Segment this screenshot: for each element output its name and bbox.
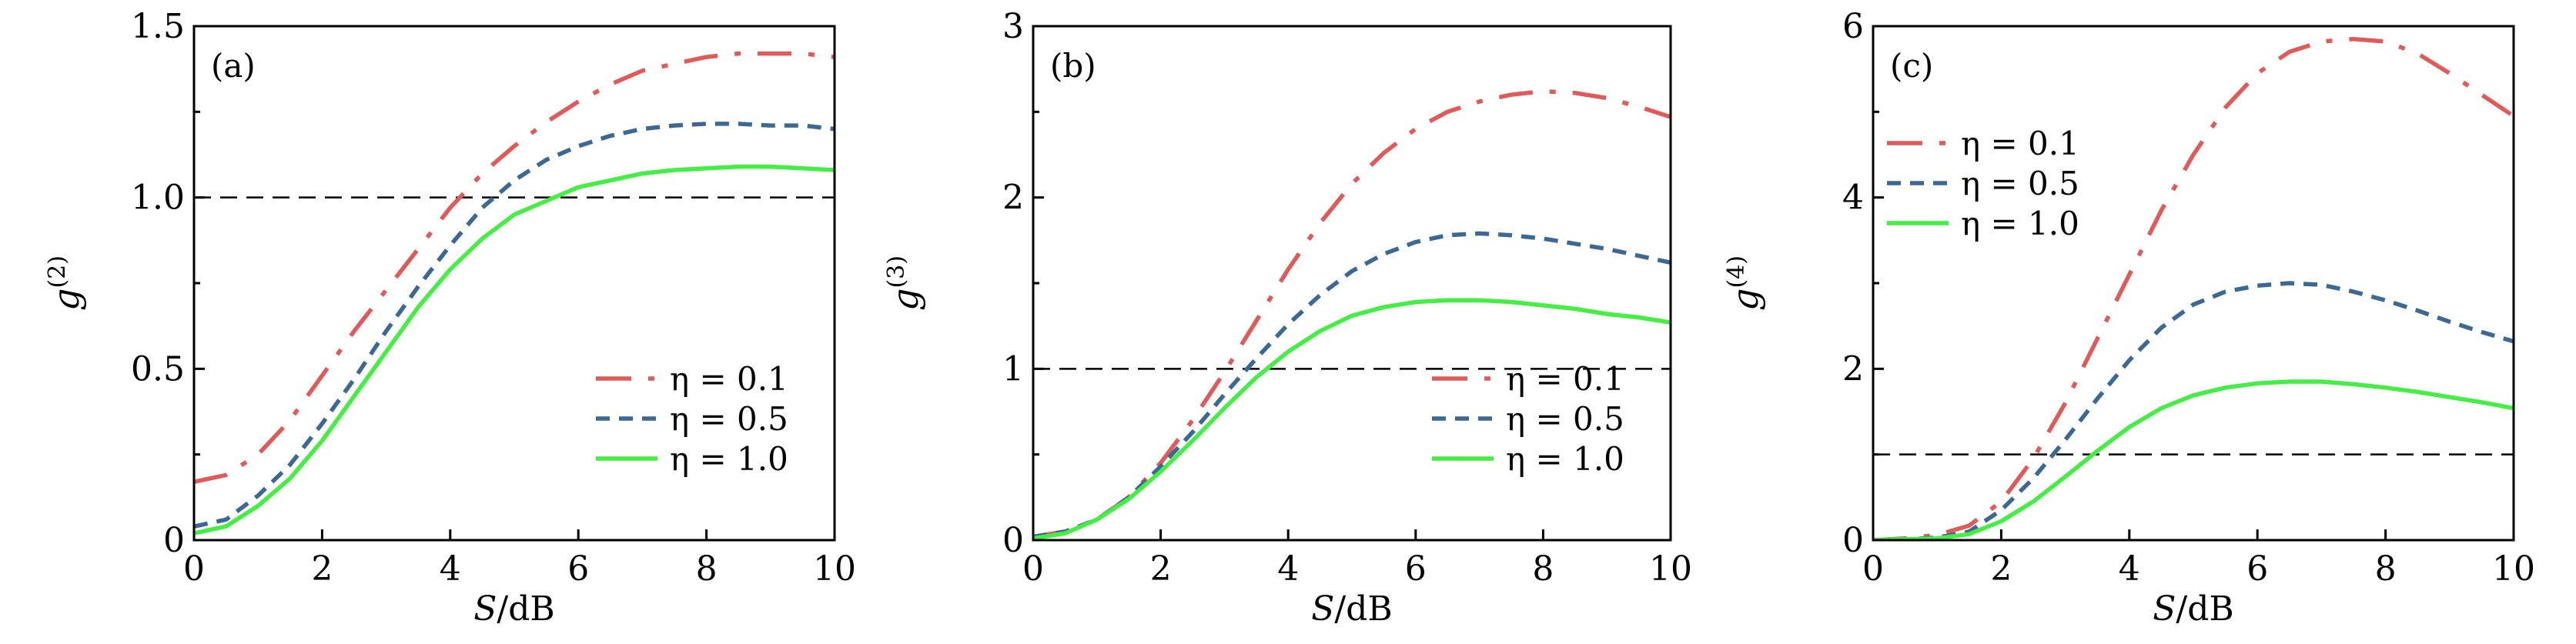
series-line-eta_0-5	[194, 122, 835, 529]
legend-label: η = 0.1	[670, 360, 788, 398]
y-tick-label: 0	[163, 521, 185, 560]
x-tick-label: 4	[2119, 549, 2140, 589]
legend-label: η = 0.1	[1961, 125, 2079, 162]
y-tick-label: 1	[1002, 349, 1024, 389]
series-line-eta_1-0	[1033, 298, 1671, 540]
panel-c: 0 2 4 6 8 10 0 2 4 6 S/dB g(4) (c) η = 0.1η = 0.5η = …	[1723, 7, 2535, 629]
x-tick-label: 0	[1862, 549, 1884, 589]
legend-label: η = 1.0	[1961, 205, 2079, 242]
legend: η = 0.1η = 0.5η = 1.0	[1887, 125, 2079, 242]
legend-label: η = 0.1	[1506, 360, 1624, 398]
x-tick-label: 4	[440, 549, 461, 589]
x-tick-label: 2	[311, 549, 333, 589]
y-tick-label: 0.5	[131, 349, 185, 389]
x-tick-label: 0	[183, 549, 205, 589]
y-axis-label: g(2)	[44, 255, 87, 311]
legend-label: η = 1.0	[1506, 440, 1624, 478]
panel-label: (a)	[211, 47, 256, 85]
y-axis-label: g(3)	[883, 255, 926, 311]
legend: η = 0.1η = 0.5η = 1.0	[596, 360, 788, 478]
y-tick-label: 2	[1842, 349, 1864, 389]
x-axis-label: S/dB	[2153, 589, 2233, 629]
panel-a: 0 2 4 6 8 10 0 0.5 1.0 1.5 S/dB g(2) (a) η = 0.1η = 0…	[44, 7, 856, 629]
panel-b: 0 2 4 6 8 10 0 1 2 3 S/dB g(3) (b) η = 0.1η = 0.5η = …	[883, 7, 1692, 629]
series-line-eta_0-1	[194, 51, 835, 484]
panel-label: (c)	[1890, 47, 1933, 85]
y-tick-label: 1.5	[131, 7, 185, 46]
x-tick-label: 0	[1022, 549, 1044, 589]
y-tick-label: 3	[1002, 7, 1024, 46]
legend-label: η = 1.0	[670, 440, 788, 478]
x-tick-label: 4	[1277, 549, 1299, 589]
x-tick-label: 10	[813, 549, 856, 589]
y-tick-label: 0	[1002, 521, 1024, 560]
x-tick-label: 8	[696, 549, 718, 589]
x-tick-label: 10	[1649, 549, 1692, 589]
series-line-eta_1-0	[194, 164, 835, 536]
panel-label: (b)	[1050, 47, 1096, 85]
x-tick-label: 10	[2492, 549, 2535, 589]
x-axis-label: S/dB	[473, 589, 554, 629]
series-line-eta_0-5	[1033, 231, 1671, 539]
x-tick-label: 8	[1532, 549, 1554, 589]
legend: η = 0.1η = 0.5η = 1.0	[1432, 360, 1624, 478]
y-tick-label: 1.0	[131, 179, 185, 218]
legend-label: η = 0.5	[1506, 400, 1624, 438]
x-tick-label: 6	[567, 549, 589, 589]
y-tick-label: 6	[1842, 7, 1864, 46]
legend-label: η = 0.5	[670, 400, 788, 438]
y-axis-label: g(4)	[1723, 255, 1766, 311]
series-line-eta_0-1	[1873, 36, 2514, 540]
x-axis-label: S/dB	[1311, 589, 1392, 629]
y-tick-label: 0	[1842, 521, 1864, 560]
y-tick-label: 2	[1002, 179, 1024, 218]
x-tick-label: 2	[1150, 549, 1172, 589]
x-tick-label: 6	[2246, 549, 2268, 589]
x-tick-label: 6	[1405, 549, 1427, 589]
plot-frame	[1872, 25, 2515, 542]
y-tick-label: 4	[1842, 179, 1864, 218]
series-line-eta_1-0	[1873, 379, 2514, 540]
x-tick-label: 2	[1990, 549, 2012, 589]
series-line-eta_0-5	[1873, 281, 2514, 540]
legend-label: η = 0.5	[1961, 165, 2079, 202]
x-tick-label: 8	[2375, 549, 2397, 589]
